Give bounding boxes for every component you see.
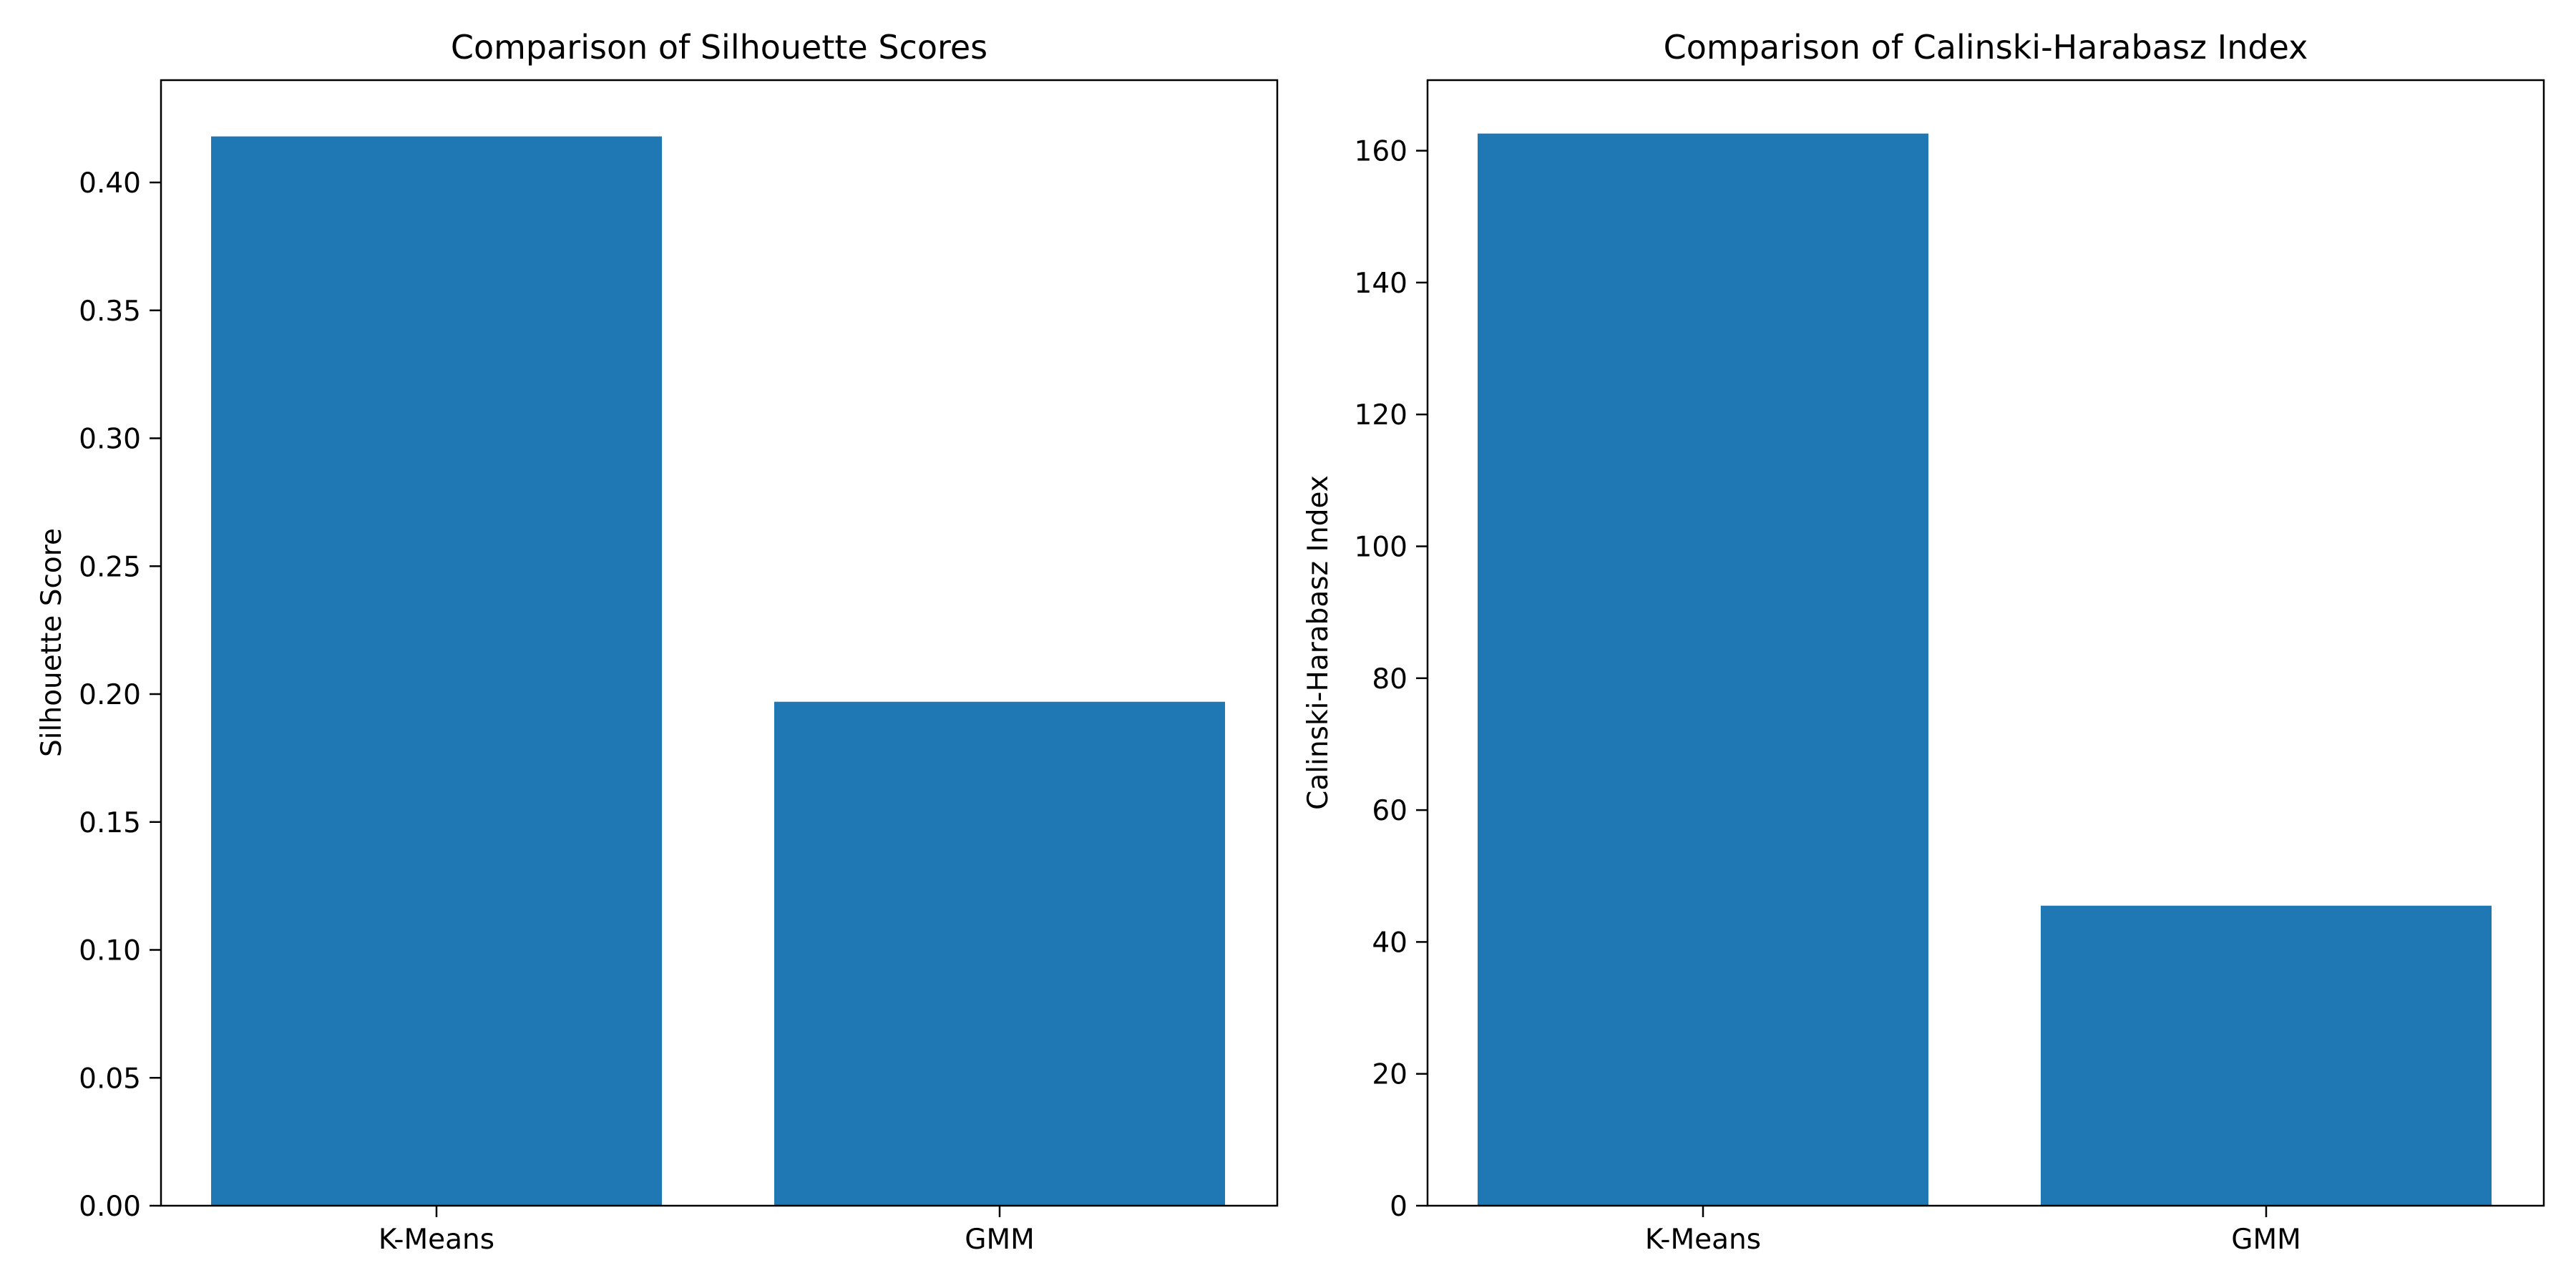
plot-frame xyxy=(1426,79,2545,1207)
chart-title: Comparison of Calinski-Harabasz Index xyxy=(1664,28,2308,67)
y-tick-label: 0.30 xyxy=(79,424,141,456)
plot-frame xyxy=(160,79,1279,1207)
x-tick-label: K-Means xyxy=(379,1224,494,1256)
y-axis-label: Silhouette Score xyxy=(36,528,68,757)
y-axis-label: Calinski-Harabasz Index xyxy=(1302,475,1335,810)
y-tick-label: 120 xyxy=(1355,399,1407,431)
y-tick-label: 0.05 xyxy=(79,1063,141,1095)
y-tick-label: 0 xyxy=(1390,1191,1407,1223)
bar-gmm xyxy=(774,701,1225,1206)
bar-k-means xyxy=(1478,133,1928,1206)
y-tick-label: 40 xyxy=(1372,927,1407,959)
bar-k-means xyxy=(211,136,662,1206)
y-tick-label: 0.00 xyxy=(79,1191,141,1223)
y-tick-label: 20 xyxy=(1372,1059,1407,1091)
y-tick-label: 0.20 xyxy=(79,679,141,711)
bar-gmm xyxy=(2041,905,2492,1206)
y-tick-label: 0.15 xyxy=(79,807,141,839)
x-tick-label: K-Means xyxy=(1645,1224,1761,1256)
y-axis-ticks: 0.00 0.05 0.10 0.15 0.20 0.25 0.30 0.35 0.40 xyxy=(79,167,161,1223)
y-tick-label: 140 xyxy=(1355,268,1407,300)
y-tick-label: 80 xyxy=(1372,663,1407,696)
bar-group xyxy=(1478,133,2492,1206)
y-tick-label: 100 xyxy=(1355,532,1407,564)
chart-title: Comparison of Silhouette Scores xyxy=(451,28,987,67)
y-tick-label: 0.10 xyxy=(79,935,141,967)
y-tick-label: 160 xyxy=(1355,136,1407,168)
y-tick-label: 0.40 xyxy=(79,167,141,200)
x-tick-label: GMM xyxy=(2231,1224,2301,1256)
y-tick-label: 0.35 xyxy=(79,296,141,328)
silhouette-chart: Comparison of Silhouette Scores 0.00 0.05… xyxy=(36,28,1279,1256)
x-tick-label: GMM xyxy=(965,1224,1035,1256)
y-tick-label: 60 xyxy=(1372,795,1407,827)
x-axis-ticks: K-Means GMM xyxy=(379,1206,1035,1256)
y-axis-ticks: 0 20 40 60 80 100 120 140 160 xyxy=(1355,136,1428,1223)
y-tick-label: 0.25 xyxy=(79,551,141,583)
bar-group xyxy=(211,136,1225,1206)
calinski-harabasz-chart: Comparison of Calinski-Harabasz Index 0 2… xyxy=(1302,28,2545,1256)
x-axis-ticks: K-Means GMM xyxy=(1645,1206,2301,1256)
